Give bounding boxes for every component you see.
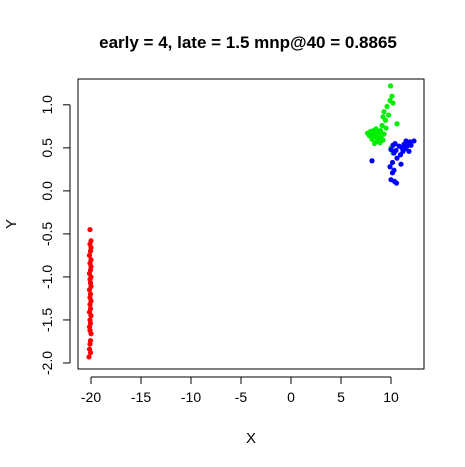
data-point — [385, 112, 392, 118]
data-point — [411, 138, 417, 144]
plot-frame — [77, 78, 425, 370]
data-point — [87, 350, 94, 356]
data-point — [408, 142, 414, 148]
data-point — [379, 122, 385, 129]
data-point — [397, 152, 404, 158]
chart-title: early = 4, late = 1.5 mnp@40 = 0.8865 — [99, 33, 397, 52]
data-point — [398, 161, 404, 167]
data-point — [392, 140, 398, 147]
data-point — [387, 83, 394, 89]
y-tick-label: 0.0 — [39, 181, 55, 201]
x-tick-label: -20 — [81, 389, 101, 405]
data-point — [86, 287, 93, 293]
data-point — [388, 146, 394, 153]
series-0 — [86, 226, 94, 360]
data-point — [389, 93, 395, 99]
data-point — [381, 109, 387, 115]
data-point — [87, 341, 93, 347]
data-point — [87, 248, 94, 254]
data-point — [390, 100, 396, 106]
data-point — [377, 140, 383, 146]
data-point — [394, 121, 400, 127]
data-point — [86, 252, 93, 259]
data-point — [383, 125, 389, 131]
data-point — [371, 140, 378, 147]
data-point — [391, 150, 397, 156]
data-point — [369, 136, 375, 142]
data-point — [369, 158, 375, 164]
series-1 — [364, 83, 400, 156]
data-point — [387, 164, 393, 170]
data-points — [86, 83, 417, 360]
y-axis-label: Y — [3, 219, 20, 229]
x-axis-label: X — [246, 430, 256, 447]
data-point — [382, 117, 389, 123]
data-point — [88, 331, 94, 337]
data-point — [393, 180, 400, 186]
data-point — [87, 226, 93, 233]
y-tick-label: -2.0 — [39, 351, 55, 375]
x-tick-label: 10 — [383, 389, 399, 405]
data-point — [389, 170, 396, 176]
data-point — [381, 131, 387, 137]
series-2 — [369, 138, 417, 186]
data-point — [389, 159, 396, 166]
y-axis: -2.0 -1.5 -1.0 -0.5 0.0 0.5 1.0 — [39, 95, 71, 375]
data-point — [394, 155, 400, 161]
x-tick-label: -5 — [235, 389, 248, 405]
data-point — [384, 103, 390, 110]
x-tick-label: 5 — [337, 389, 345, 405]
y-tick-label: -0.5 — [39, 222, 55, 246]
x-axis: -20 -15 -10 -5 0 5 10 — [81, 376, 399, 405]
data-point — [88, 313, 94, 319]
x-tick-label: -10 — [181, 389, 201, 405]
y-tick-label: -1.0 — [39, 265, 55, 289]
x-tick-label: 0 — [287, 389, 295, 405]
data-point — [87, 301, 93, 308]
y-tick-label: -1.5 — [39, 308, 55, 332]
x-tick-label: -15 — [131, 389, 151, 405]
data-point — [406, 148, 412, 154]
y-tick-label: 1.0 — [39, 95, 55, 115]
data-point — [86, 354, 92, 360]
y-tick-label: 0.5 — [39, 138, 55, 158]
